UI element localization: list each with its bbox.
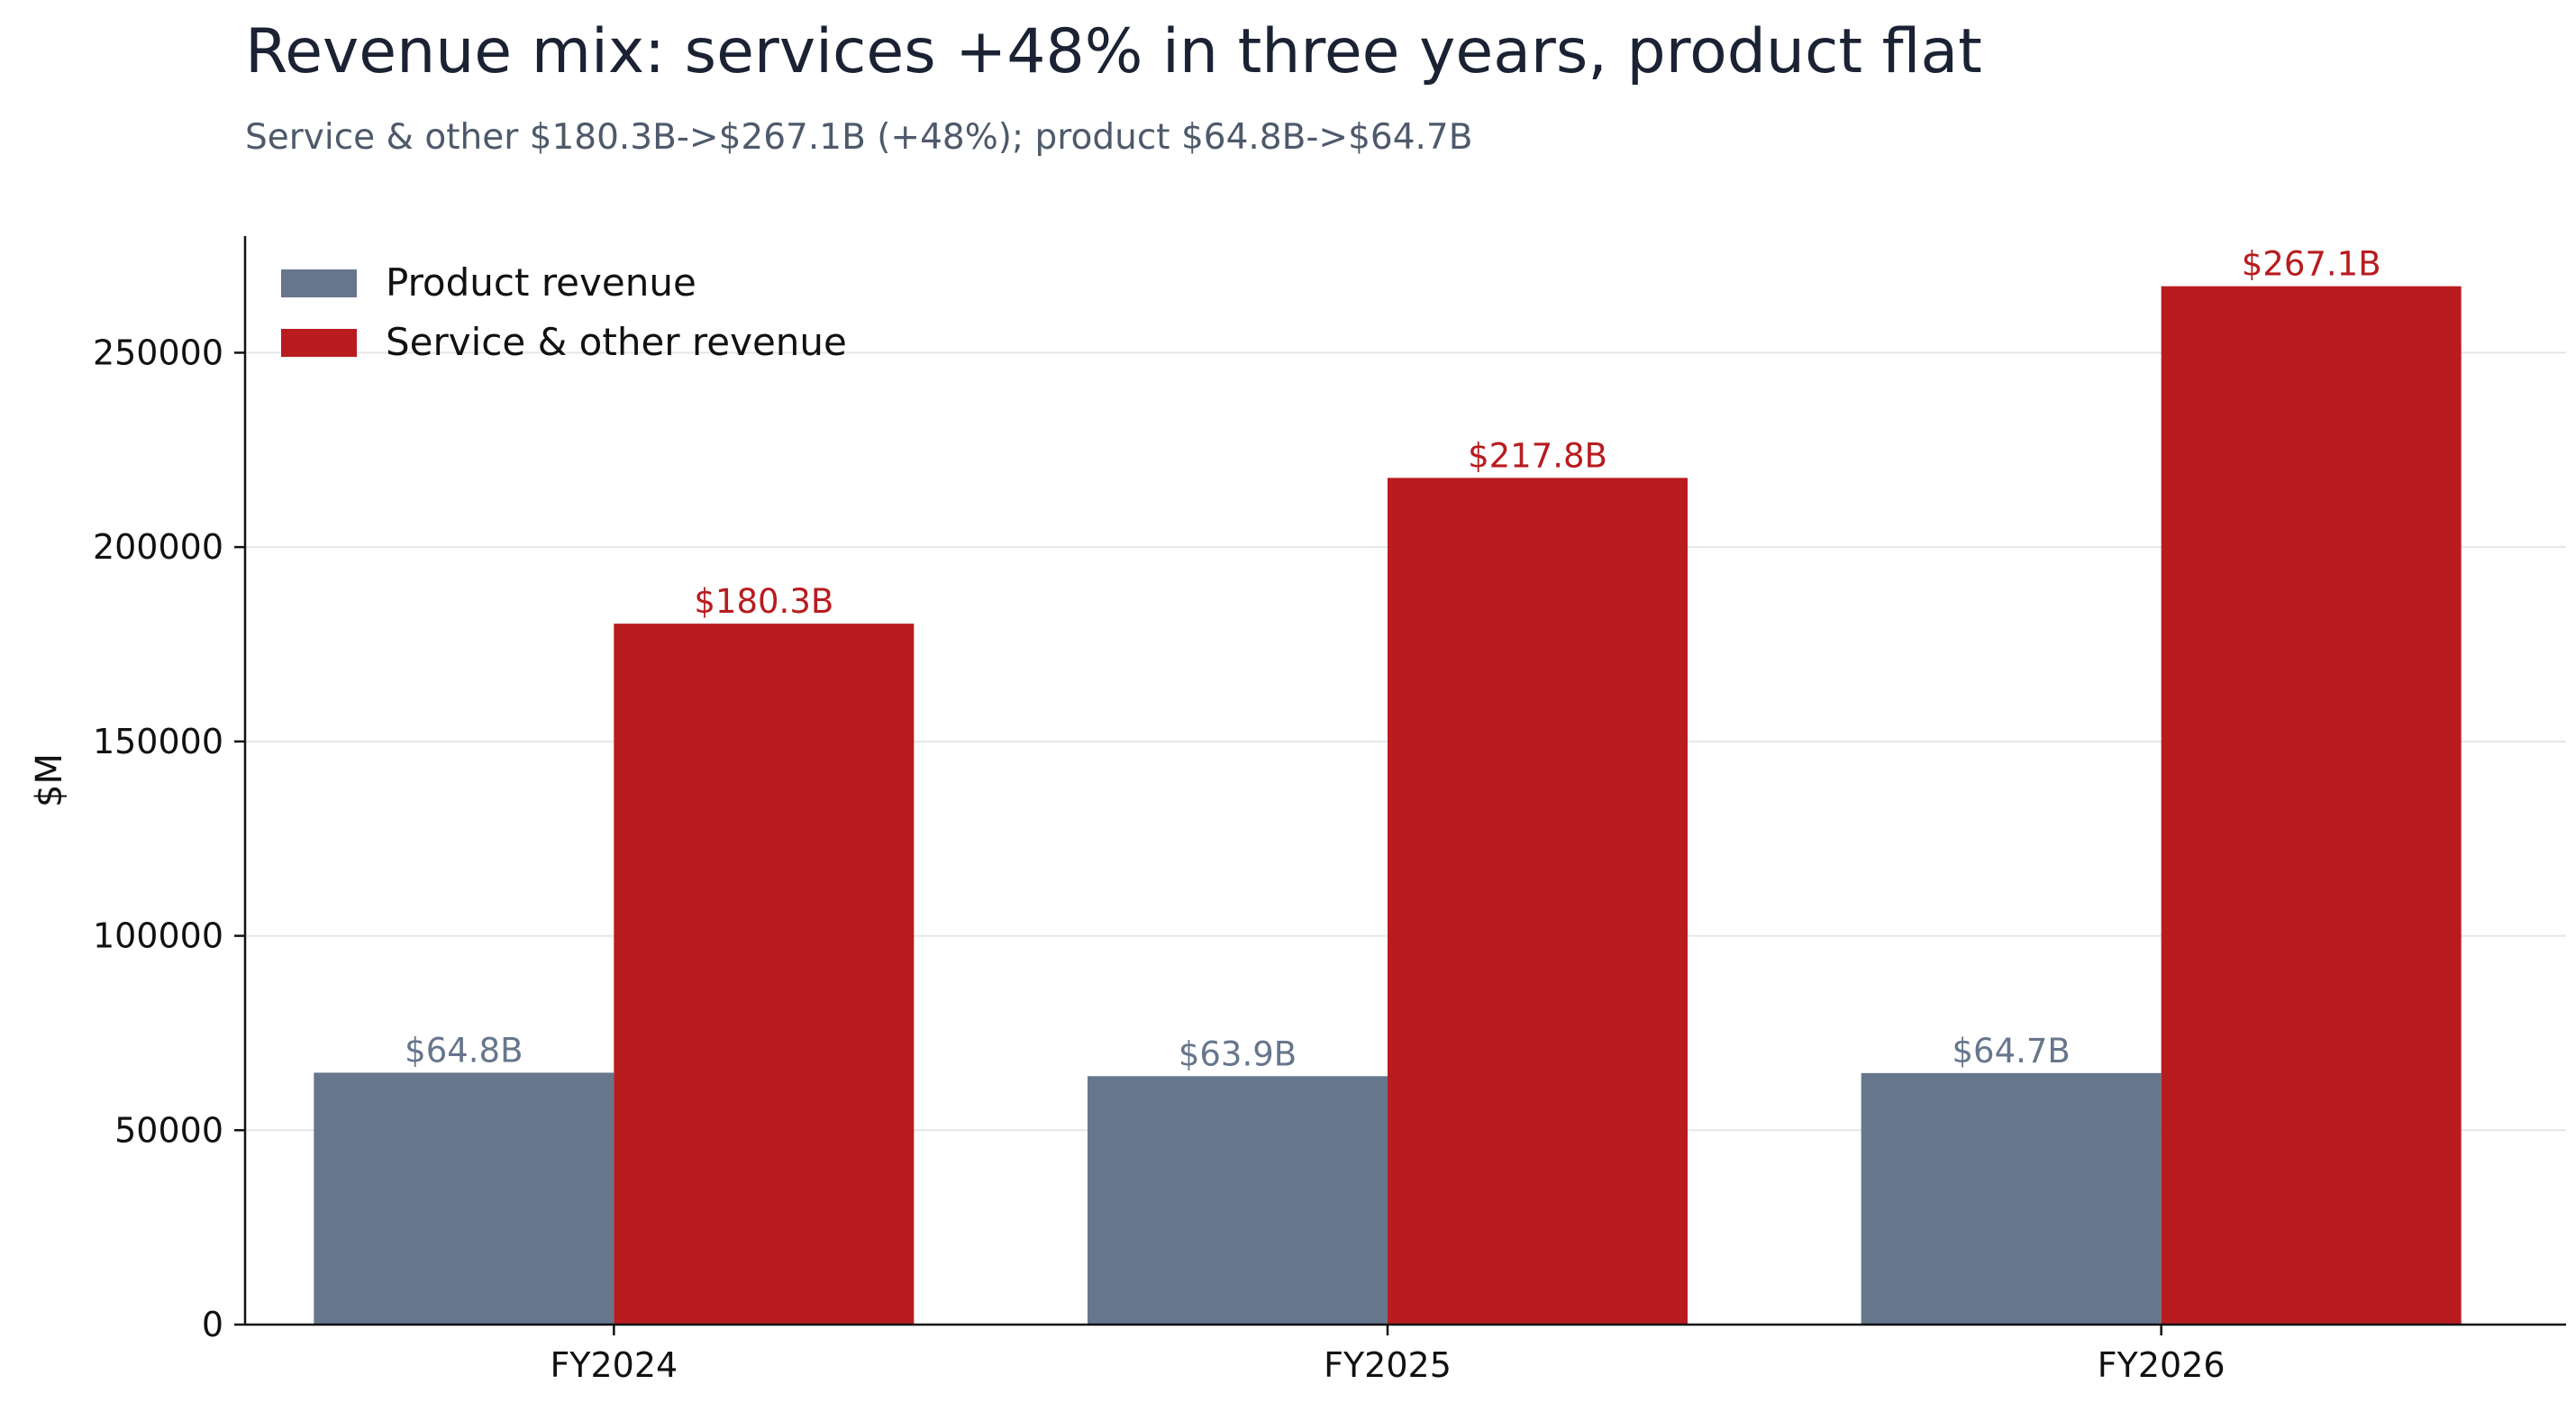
product-revenue-label: $63.9B bbox=[1179, 1034, 1297, 1073]
chart-subtitle: Service & other $180.3B->$267.1B (+48%);… bbox=[245, 117, 1473, 158]
y-tick-label: 200000 bbox=[93, 527, 223, 567]
y-tick-label: 150000 bbox=[93, 722, 223, 761]
x-tick-label: FY2026 bbox=[2098, 1345, 2226, 1385]
y-tick-label: 250000 bbox=[93, 333, 223, 372]
product-revenue-label: $64.7B bbox=[1952, 1032, 2071, 1070]
bars bbox=[314, 286, 2462, 1325]
legend-swatch bbox=[281, 269, 357, 297]
service-revenue-bar bbox=[614, 624, 915, 1325]
product-revenue-bar bbox=[1861, 1072, 2162, 1325]
product-revenue-label: $64.8B bbox=[405, 1031, 523, 1070]
service-revenue-bar bbox=[2161, 286, 2462, 1325]
legend-label: Service & other revenue bbox=[386, 320, 847, 364]
service-revenue-label: $217.8B bbox=[1468, 436, 1607, 475]
service-revenue-label: $180.3B bbox=[694, 582, 833, 621]
y-tick-label: 50000 bbox=[114, 1110, 223, 1150]
y-tick-label: 0 bbox=[202, 1305, 223, 1344]
x-tick-label: FY2025 bbox=[1324, 1345, 1452, 1385]
chart-title: Revenue mix: services +48% in three year… bbox=[245, 16, 1982, 87]
axes: $M bbox=[29, 236, 2566, 1326]
x-tick-label: FY2024 bbox=[550, 1345, 678, 1385]
product-revenue-bar bbox=[1088, 1076, 1388, 1325]
legend-swatch bbox=[281, 329, 357, 357]
y-axis-label: $M bbox=[29, 753, 70, 807]
product-revenue-bar bbox=[314, 1072, 614, 1325]
data-labels: $64.8B $63.9B $64.7B $180.3B $217.8B $267.1B bbox=[405, 245, 2380, 1074]
legend: Product revenue Service & other revenue bbox=[281, 260, 847, 364]
ticks: 0 50000 100000 150000 200000 250000 FY2024 FY20… bbox=[93, 333, 2226, 1385]
y-tick-label: 100000 bbox=[93, 916, 223, 956]
service-revenue-label: $267.1B bbox=[2242, 245, 2381, 284]
service-revenue-bar bbox=[1388, 478, 1688, 1325]
legend-label: Product revenue bbox=[386, 260, 696, 305]
